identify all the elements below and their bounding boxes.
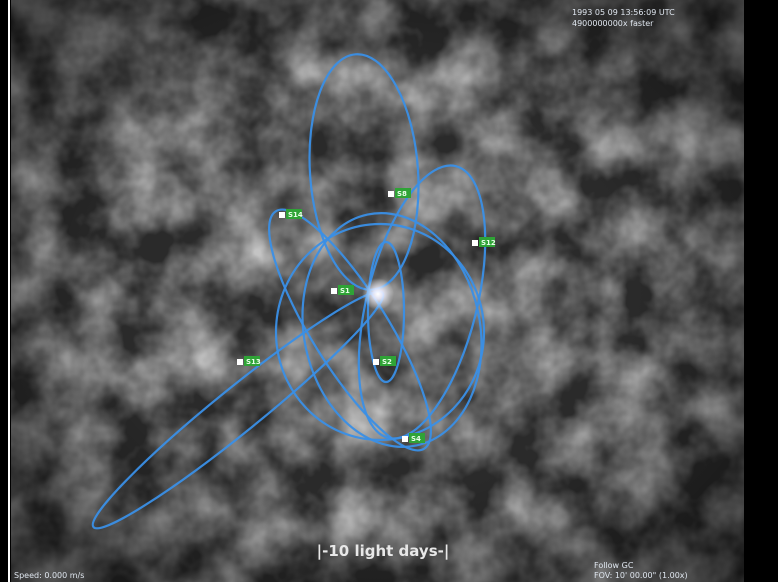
datetime: 1993 05 09 13:56:09 UTC	[572, 8, 675, 17]
star-label: S14	[288, 211, 303, 219]
star-marker	[388, 191, 394, 197]
star-marker	[331, 288, 337, 294]
star-label: S13	[246, 358, 261, 366]
frame-edge	[8, 0, 10, 582]
follow: Follow GC	[594, 561, 634, 570]
star-tag	[395, 188, 411, 198]
orbit	[274, 222, 486, 442]
star-label: S4	[411, 435, 421, 443]
star-tag	[244, 356, 260, 366]
orbit	[366, 240, 406, 384]
star-label: S1	[340, 287, 350, 295]
fov: FOV: 10' 00.00" (1.00x)	[594, 571, 688, 580]
star-tag	[380, 356, 396, 366]
star-marker	[279, 212, 285, 218]
star-marker	[373, 359, 379, 365]
star-tag	[409, 433, 425, 443]
star-label: S12	[481, 239, 496, 247]
scale-bar: |-10 light days-|	[317, 542, 450, 561]
sgr-a-star	[362, 278, 394, 310]
orbit	[301, 212, 483, 448]
star-marker	[237, 359, 243, 365]
star-marker	[402, 436, 408, 442]
star-tag	[286, 209, 302, 219]
star-tag	[338, 285, 354, 295]
star-tag	[479, 237, 495, 247]
star-label: S2	[382, 358, 392, 366]
speed: Speed: 0.000 m/s	[14, 571, 84, 580]
star-label: S8	[397, 190, 407, 198]
stars: S14 S8 S12 S1 S13 S2 S4	[237, 188, 496, 443]
time-rate: 4900000000x faster	[572, 19, 654, 28]
orbit	[268, 208, 432, 452]
star-marker	[472, 240, 478, 246]
